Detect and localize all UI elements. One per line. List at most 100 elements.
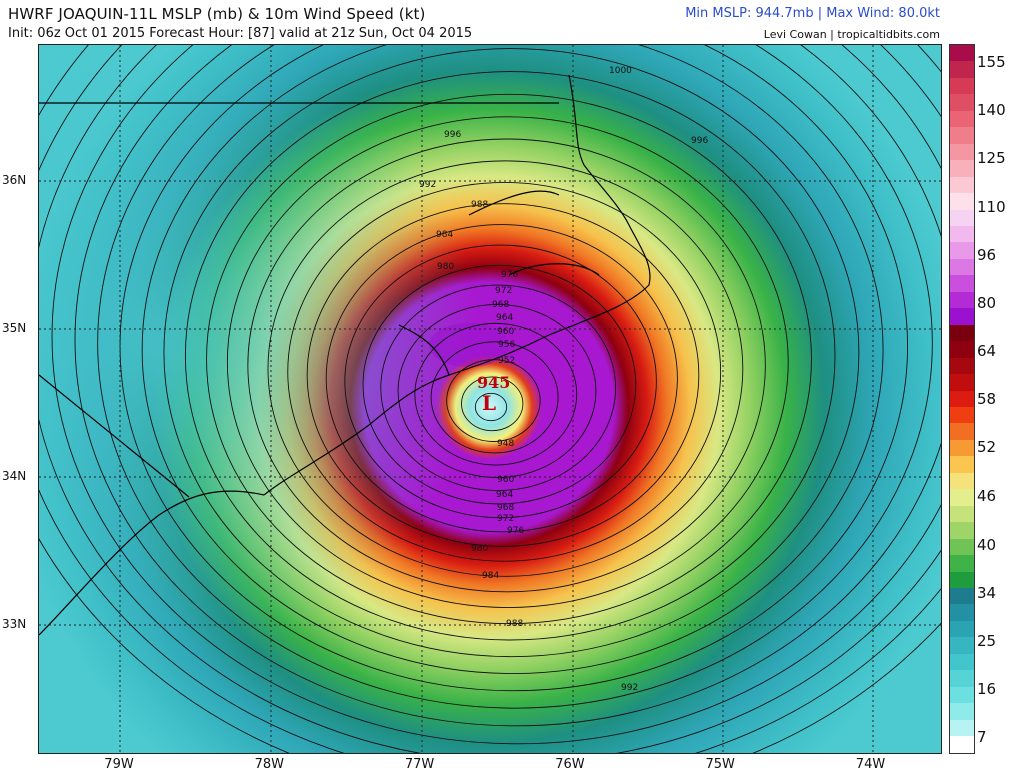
isobar: [362, 264, 637, 505]
colorbar-segment: [950, 670, 974, 687]
isobar-label: 968: [497, 503, 514, 513]
colorbar-segment: [950, 143, 974, 161]
colorbar-label: 125: [977, 149, 1006, 167]
colorbar-segment: [950, 686, 974, 704]
colorbar-label: 64: [977, 342, 997, 360]
colorbar-segment: [950, 242, 974, 259]
isobar-label: 968: [492, 300, 509, 310]
colorbar-segment: [950, 258, 974, 276]
colorbar-label: 155: [977, 53, 1006, 71]
init-info: Init: 06z Oct 01 2015 Forecast Hour: [87…: [8, 26, 473, 41]
graticule: [39, 45, 941, 753]
colorbar-segment: [950, 456, 974, 473]
colorbar: [949, 44, 975, 754]
colorbar-segment: [950, 620, 974, 638]
isobar: [474, 392, 508, 422]
colorbar-segment: [950, 390, 974, 407]
longitude-label: 74W: [855, 757, 886, 772]
colorbar-segment: [950, 176, 974, 194]
colorbar-segment: [950, 341, 974, 358]
storm-stats: Min MSLP: 944.7mb | Max Wind: 80.0kt: [685, 6, 940, 21]
colorbar-label: 52: [977, 438, 997, 456]
wind-core-north: [429, 323, 509, 367]
colorbar-label: 46: [977, 487, 997, 505]
isobar-label: 964: [496, 490, 513, 500]
colorbar-segment: [950, 160, 974, 177]
colorbar-label: 40: [977, 536, 997, 554]
isobar: [287, 181, 722, 562]
isobar-label: 976: [501, 270, 518, 280]
colorbar-segment: [950, 193, 974, 210]
colorbar-segment: [950, 308, 974, 325]
colorbar-segment: [950, 653, 974, 671]
colorbar-segment: [950, 357, 974, 375]
colorbar-label: 80: [977, 294, 997, 312]
latitude-label: 36N: [2, 173, 27, 187]
colorbar-segment: [950, 423, 974, 440]
isobar: [226, 116, 789, 609]
isobar: [74, 45, 941, 727]
isobar-label: 980: [437, 262, 454, 272]
colorbar-segment: [950, 406, 974, 424]
colorbar-segment: [950, 538, 974, 556]
colorbar-segment: [950, 275, 974, 292]
isobar: [267, 160, 744, 577]
colorbar-segment: [950, 110, 974, 128]
isobar-label: 992: [419, 180, 436, 190]
colorbar-segment: [950, 505, 974, 523]
isobar-label: 960: [497, 327, 514, 337]
isobar: [397, 303, 597, 479]
isobar: [430, 341, 559, 454]
isobar-label: 952: [498, 356, 515, 366]
isobar-label: 964: [496, 313, 513, 323]
colorbar-segment: [950, 77, 974, 95]
colorbar-segment: [950, 94, 974, 111]
colorbar-label: 7: [977, 728, 987, 746]
colorbar-segment: [950, 127, 974, 144]
isobar-label: 992: [621, 683, 638, 693]
colorbar-label: 110: [977, 198, 1006, 216]
isobar-label: 984: [436, 230, 453, 240]
colorbar-segment: [950, 489, 974, 506]
isobar: [141, 45, 884, 674]
colorbar-label: 25: [977, 632, 997, 650]
isobar: [163, 48, 860, 658]
latitude-label: 34N: [2, 469, 27, 483]
credit-line: Levi Cowan | tropicaltidbits.com: [763, 28, 940, 41]
map-canvas: 1000996996992988984980976972968964960956…: [39, 45, 941, 753]
colorbar-segment: [950, 225, 974, 243]
isobar: [344, 244, 657, 519]
isobar-label: 996: [691, 136, 708, 146]
colorbar-label: 96: [977, 246, 997, 264]
weather-map: 1000 996 996 992 988 984 980 976 972 968 964 960 956…: [38, 44, 942, 754]
chart-title: HWRF JOAQUIN-11L MSLP (mb) & 10m Wind Sp…: [8, 5, 426, 23]
colorbar-segment: [950, 736, 974, 753]
isobar-label: 948: [497, 439, 514, 449]
colorbar-label: 140: [977, 101, 1006, 119]
isobar-lines: [39, 45, 941, 753]
latitude-label: 33N: [2, 617, 27, 631]
isobar: [247, 138, 766, 593]
colorbar-label: 16: [977, 680, 997, 698]
isobar-label: 984: [482, 571, 499, 581]
isobar-labels: 1000996996992988984980976972968964960956…: [419, 66, 708, 693]
colorbar-label: 58: [977, 390, 997, 408]
isobar-label: 988: [506, 619, 523, 629]
colorbar-segment: [950, 291, 974, 309]
isobar: [51, 45, 941, 745]
isobar-label: 1000: [609, 66, 632, 76]
low-pressure-marker: L: [482, 391, 496, 415]
isobar: [414, 322, 578, 466]
colorbar-segment: [950, 374, 974, 391]
isobar-label: 980: [471, 544, 488, 554]
isobar: [306, 203, 700, 547]
isobar: [325, 224, 678, 533]
isobar: [206, 93, 812, 625]
isobar-label: 960: [497, 475, 514, 485]
colorbar-segment: [950, 571, 974, 588]
colorbar-segment: [950, 45, 974, 62]
colorbar-segment: [950, 439, 974, 457]
isobar: [461, 376, 524, 432]
colorbar-segment: [950, 522, 974, 539]
colorbar-segment: [950, 472, 974, 490]
